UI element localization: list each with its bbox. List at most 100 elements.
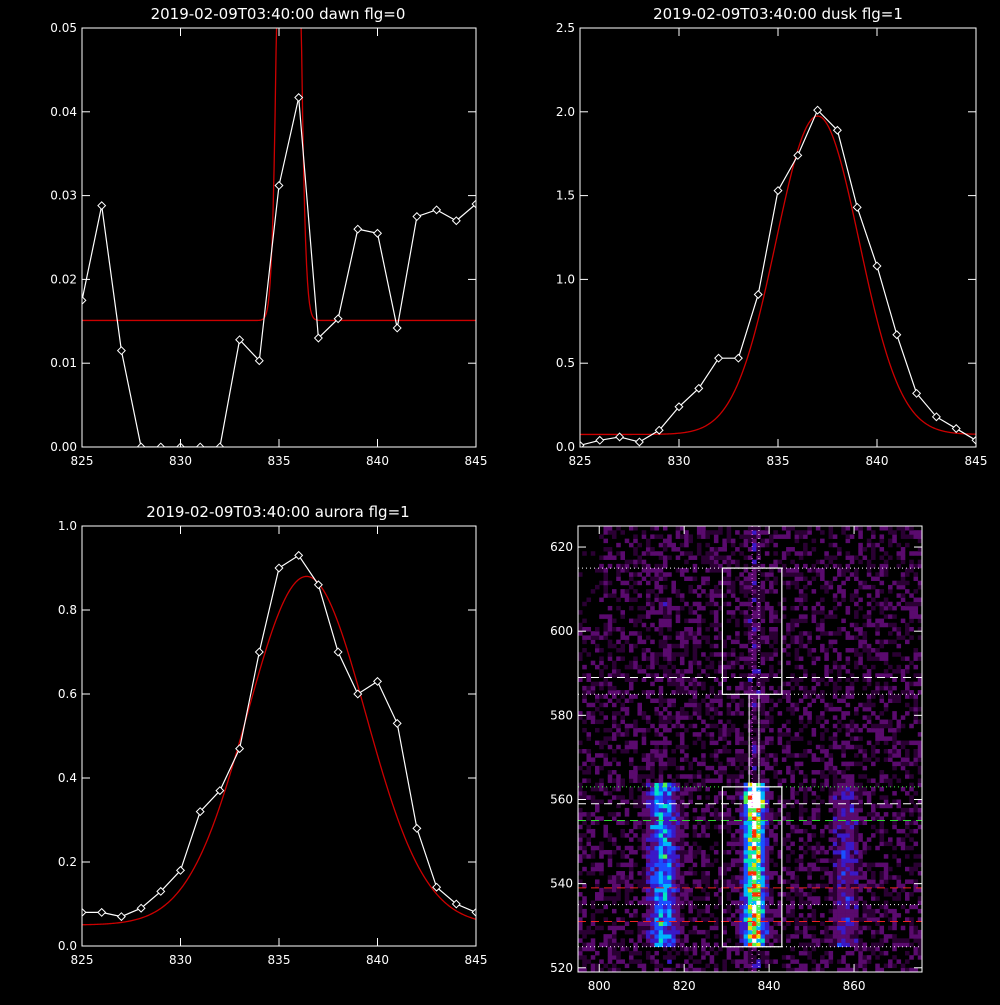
spectrogram-cell	[841, 627, 846, 632]
spectrogram-cell	[863, 614, 868, 619]
spectrogram-cell	[727, 720, 732, 725]
spectrogram-cell	[748, 913, 753, 918]
spectrogram-cell	[752, 572, 757, 577]
spectrogram-cell	[871, 762, 876, 767]
spectrogram-cell	[773, 812, 778, 817]
spectrogram-cell	[897, 762, 902, 767]
spectrogram-cell	[663, 867, 668, 872]
spectrogram-cell	[752, 749, 757, 754]
spectrogram-cell	[735, 753, 740, 758]
spectrogram-cell	[633, 778, 638, 783]
spectrogram-cell	[765, 724, 770, 729]
spectrogram-cell	[650, 909, 655, 914]
spectrogram-cell	[637, 930, 642, 935]
spectrogram-cell	[642, 623, 647, 628]
spectrogram-cell	[841, 770, 846, 775]
spectrogram-cell	[863, 635, 868, 640]
spectrogram-cell	[871, 530, 876, 535]
spectrogram-cell	[595, 896, 600, 901]
spectrogram-cell	[833, 555, 838, 560]
spectrogram-cell	[616, 543, 621, 548]
spectrogram-cell	[909, 635, 914, 640]
spectrogram-cell	[646, 547, 651, 552]
spectrogram-cell	[778, 560, 783, 565]
spectrogram-cell	[582, 720, 587, 725]
spectrogram-cell	[727, 795, 732, 800]
spectrogram-cell	[909, 892, 914, 897]
spectrogram-cell	[799, 930, 804, 935]
spectrogram-cell	[671, 829, 676, 834]
spectrogram-cell	[824, 825, 829, 830]
spectrogram-cell	[676, 715, 681, 720]
spectrogram-cell	[799, 867, 804, 872]
spectrogram-cell	[761, 863, 766, 868]
spectrogram-cell	[591, 787, 596, 792]
spectrogram-cell	[875, 955, 880, 960]
spectrogram-cell	[603, 627, 608, 632]
spectrogram-cell	[837, 627, 842, 632]
spectrogram-cell	[803, 787, 808, 792]
spectrogram-cell	[612, 711, 617, 716]
spectrogram-cell	[735, 766, 740, 771]
spectrogram-cell	[608, 812, 613, 817]
spectrogram-cell	[892, 926, 897, 931]
spectrogram-cell	[727, 778, 732, 783]
spectrogram-cell	[863, 863, 868, 868]
spectrogram-cell	[727, 905, 732, 910]
spectrogram-cell	[820, 724, 825, 729]
spectrogram-cell	[599, 787, 604, 792]
spectrogram-cell	[625, 711, 630, 716]
spectrogram-cell	[727, 539, 732, 544]
spectrogram-cell	[761, 888, 766, 893]
spectrogram-cell	[659, 762, 664, 767]
spectrogram-cell	[684, 821, 689, 826]
spectrogram-cell	[612, 951, 617, 956]
spectrogram-cell	[829, 631, 834, 636]
spectrogram-cell	[837, 804, 842, 809]
spectrogram-cell	[616, 896, 621, 901]
spectrogram-cell	[871, 656, 876, 661]
spectrogram-cell	[680, 825, 685, 830]
spectrogram-cell	[739, 821, 744, 826]
spectrogram-cell	[782, 640, 787, 645]
spectrogram-cell	[659, 694, 664, 699]
dawn-x-tick-label: 825	[71, 454, 94, 468]
spectrogram-cell	[663, 619, 668, 624]
spectrogram-cell	[722, 959, 727, 964]
spectrogram-cell	[608, 951, 613, 956]
spectrogram-cell	[765, 602, 770, 607]
spectrogram-cell	[863, 964, 868, 969]
spectrogram-cell	[803, 774, 808, 779]
spectrogram-cell	[671, 606, 676, 611]
spectrogram-cell	[642, 736, 647, 741]
spectrogram-cell	[897, 720, 902, 725]
spectrogram-cell	[837, 905, 842, 910]
spectrogram-cell	[663, 850, 668, 855]
spectrogram-cell	[603, 635, 608, 640]
spectrogram-cell	[863, 581, 868, 586]
spectrogram-cell	[901, 576, 906, 581]
spectrogram-cell	[795, 959, 800, 964]
spectrogram-cell	[642, 757, 647, 762]
spectrogram-cell	[905, 602, 910, 607]
spectrogram-cell	[901, 745, 906, 750]
spectrogram-cell	[892, 694, 897, 699]
spectrogram-cell	[812, 867, 817, 872]
spectrogram-cell	[680, 875, 685, 880]
spectrogram-cell	[714, 669, 719, 674]
aurora-y-tick-label: 0.2	[58, 855, 77, 869]
spectrogram-cell	[837, 551, 842, 556]
spectrogram-cell	[871, 703, 876, 708]
spectrogram-cell	[841, 724, 846, 729]
spectrogram-cell	[637, 799, 642, 804]
spectrogram-cell	[782, 526, 787, 531]
spectrogram-cell	[880, 778, 885, 783]
spectrogram-cell	[892, 715, 897, 720]
spectrogram-cell	[646, 871, 651, 876]
spectrogram-cell	[705, 892, 710, 897]
spectrogram-cell	[744, 543, 749, 548]
spectrogram-cell	[748, 879, 753, 884]
spectrogram-cell	[892, 699, 897, 704]
spectrogram-cell	[693, 555, 698, 560]
spectrogram-cell	[807, 581, 812, 586]
